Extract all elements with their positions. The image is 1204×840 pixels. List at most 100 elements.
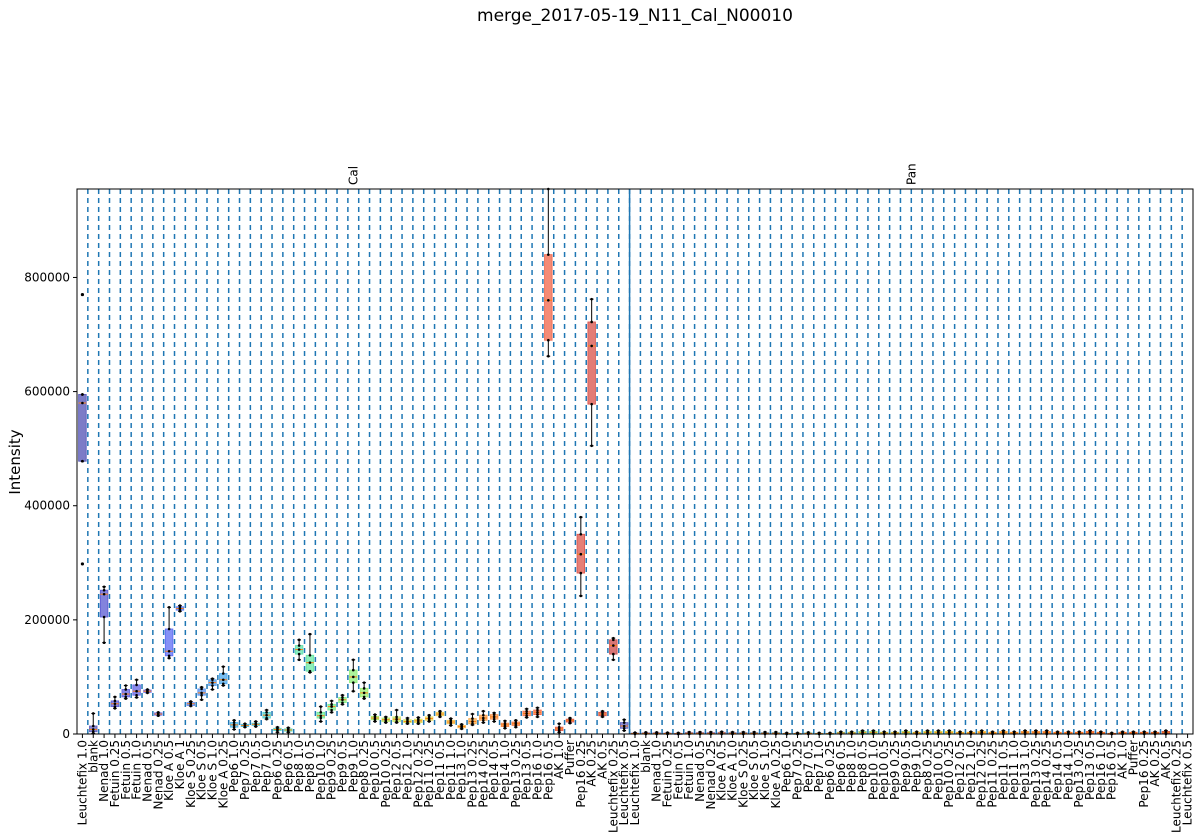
x-tick-label: Pep6 0.25 [270,740,284,800]
x-tick-label: Pep14 1.0 [498,740,512,800]
data-point [319,714,323,718]
data-point [1142,730,1146,734]
x-tick-label: Pep7 0.25 [791,740,805,800]
x-tick-label: Pep14 0.5 [487,740,501,800]
x-tick-label: Pep13 0.25 [509,740,523,808]
data-point [373,713,377,716]
data-point [1034,729,1038,732]
data-point [590,297,593,301]
x-tick-label: Pep10 0.25 [379,740,393,808]
data-point [297,648,301,651]
data-point [351,658,355,662]
box-10 [186,700,195,708]
data-point [482,713,485,717]
y-tick-label: 400000 [24,499,70,513]
data-point [102,592,106,596]
x-tick-label: Pep16 0.5 [1105,740,1119,800]
x-tick-label: Pep16 1.0 [530,740,544,800]
x-tick-label: AK 0.25 [1148,740,1162,787]
data-point [471,722,474,726]
box-32 [424,713,434,723]
data-point [482,721,485,724]
data-point [969,730,973,734]
x-tick-label: Pep11 0.5 [996,740,1010,800]
y-tick-label: 800000 [24,270,70,284]
x-tick-label: AK 0.25 [585,740,599,787]
data-point [449,717,453,720]
data-point [395,720,398,723]
data-point [395,708,398,712]
x-tick-label: Leuchtefix 1.0 [628,740,642,825]
x-tick-label: Pep8 0.5 [303,740,317,792]
x-tick-label: Nenad 0.25 [151,740,165,809]
x-tick-label: Pep10 0.5 [368,740,382,800]
x-tick-label: blank [86,740,100,773]
x-tick-label: Fetuin 0.25 [108,740,122,807]
box-97 [1129,730,1138,736]
x-tick-label: blank [639,740,653,773]
data-point [330,705,333,708]
data-point [536,706,539,710]
x-tick-label: Pep6 0.5 [281,740,295,792]
x-tick-label: Pep11 0.5 [433,740,447,800]
box-38 [489,711,499,723]
data-point [471,720,474,723]
data-point [590,402,593,406]
data-point [742,730,745,734]
x-tick-label: Pep9 0.25 [888,740,902,800]
y-axis-label: Intensity [6,429,24,494]
x-tick-label: AK 1.0 [552,740,566,779]
data-point [482,716,485,720]
data-point [1077,730,1081,734]
x-tick-label: Pep7 0.25 [238,740,252,800]
data-point [113,702,117,706]
plot-frame [76,188,1194,735]
data-point [189,700,193,703]
box-5 [132,678,141,699]
data-point [330,711,333,714]
data-point [330,703,333,706]
data-point [590,344,593,348]
data-point [872,729,875,732]
data-point [91,724,95,728]
data-point [590,320,593,324]
data-point [221,665,225,668]
x-tick-label: Kloe S 0.5 [747,740,761,800]
data-point [200,685,203,689]
plot-area: Cal Pan 0 200000 400000 600000 800000 Leuchtefi… [24,163,1194,833]
x-tick-label: Nenad 0.25 [704,740,718,809]
x-tick-label: Pep6 0.5 [834,740,848,792]
data-point [579,571,583,575]
data-point [124,695,128,699]
box-13 [219,665,228,687]
box-42 [533,706,542,719]
x-tick-label: Pep8 1.0 [845,740,859,792]
box-36 [468,712,477,727]
data-point [221,678,225,682]
data-point [384,715,388,719]
data-point [135,693,138,697]
x-tick-label: Puffer [1126,740,1140,775]
data-point [557,722,561,726]
x-tick-label: Pep7 0.5 [801,740,815,792]
x-tick-label: Pep10 0.5 [877,740,891,800]
data-point [167,606,171,609]
box-44 [554,722,564,734]
data-point [525,714,528,718]
data-point [752,730,756,734]
box-35 [457,722,466,731]
box-28 [381,715,390,724]
data-point [991,730,994,734]
flier-point [80,292,85,297]
data-point [937,729,940,732]
data-point [351,689,355,693]
x-tick-label: Pep16 1.0 [1094,740,1108,800]
data-point [124,684,128,687]
box-25 [349,658,358,693]
data-point [232,719,236,722]
x-tick-label: Pep6 1.0 [227,740,241,792]
data-point [113,699,117,703]
x-tick-label: Nenad 1.0 [97,740,111,802]
x-tick-label: Leuchtefix 0.5 [617,740,631,825]
data-point [698,730,702,734]
